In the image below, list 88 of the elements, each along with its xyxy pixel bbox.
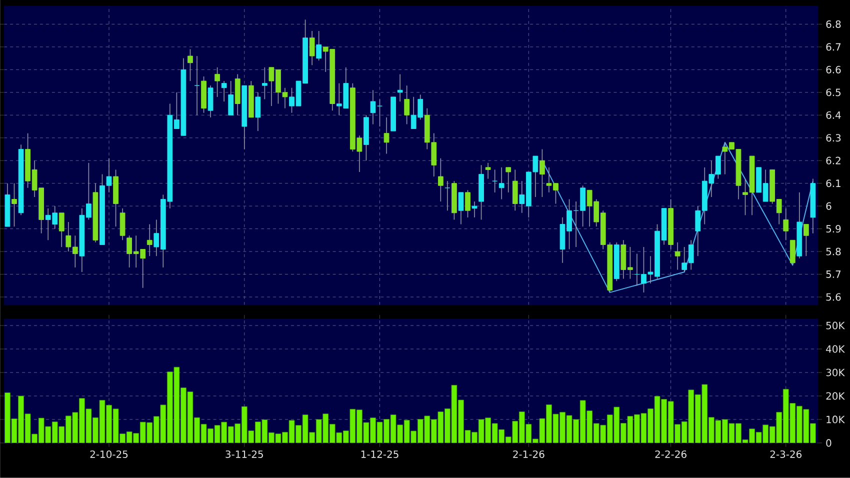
bar [708, 417, 714, 443]
bar [661, 399, 667, 443]
candlestick [370, 90, 376, 125]
bar [694, 394, 701, 443]
y-tick-label: 20K [826, 392, 845, 400]
candlestick [540, 148, 545, 198]
candlestick [492, 169, 498, 193]
candlestick [384, 117, 390, 154]
y-tick-label: 5.6 [826, 293, 841, 301]
candlestick [472, 201, 478, 218]
y-tick-label: 6.7 [826, 43, 841, 51]
bar [776, 412, 782, 443]
bar [674, 424, 680, 443]
bar [485, 418, 491, 443]
candlestick [316, 30, 322, 61]
bar [796, 406, 802, 443]
y-tick-label: 5.8 [826, 248, 841, 256]
candlestick [208, 85, 214, 118]
x-tick-label: 2-10-25 [90, 450, 128, 458]
candlestick [58, 212, 64, 248]
bar [586, 410, 592, 443]
x-tick-label: 1-12-25 [361, 450, 398, 458]
bar [79, 398, 85, 443]
candlestick [188, 48, 193, 82]
bar [444, 408, 450, 443]
candlestick [214, 67, 220, 98]
candlestick [228, 80, 234, 116]
bar [4, 392, 10, 443]
y-tick-label: 0 [826, 439, 832, 447]
bar [356, 410, 362, 443]
bar [18, 396, 24, 443]
y-tick-label: 6.1 [826, 180, 840, 188]
bar [153, 416, 160, 443]
bar [322, 414, 329, 443]
y-tick-label: 6 [826, 202, 832, 210]
candlestick [783, 208, 789, 241]
y-tick-label: 6.4 [826, 111, 841, 119]
candlestick [498, 167, 504, 200]
candlestick [404, 85, 410, 125]
candlestick [120, 208, 126, 241]
candlestick [255, 92, 261, 132]
y-tick-label: 10K [826, 416, 845, 424]
candlestick [397, 74, 403, 102]
bar [606, 414, 613, 443]
y-tick-label: 6.8 [826, 20, 841, 28]
candlestick [377, 98, 382, 127]
y-tick-label: 40K [826, 345, 845, 353]
candlestick [458, 192, 464, 225]
bar [519, 412, 525, 443]
bar [167, 372, 173, 443]
bar [370, 418, 376, 443]
candlestick [146, 224, 152, 257]
candlestick [674, 242, 680, 270]
candlestick [262, 67, 268, 100]
y-tick-label: 5.7 [826, 270, 841, 278]
x-tick-label: 2-3-26 [770, 450, 802, 458]
bar [255, 422, 261, 443]
candlestick [12, 182, 17, 227]
candlestick [512, 169, 518, 212]
candlestick [438, 158, 444, 202]
y-tick-label: 6.6 [826, 66, 841, 74]
bar [106, 404, 112, 443]
x-tick-label: 2-1-26 [513, 450, 544, 458]
candlestick [465, 190, 470, 218]
bar [648, 408, 654, 443]
y-tick-label: 5.9 [826, 225, 841, 233]
y-tick-label: 30K [826, 368, 845, 376]
bar [560, 412, 566, 443]
y-tick-label: 50K [826, 322, 845, 330]
bar [782, 388, 789, 443]
candlestick [506, 167, 512, 193]
y-tick-label: 6.5 [826, 88, 841, 96]
bar [180, 388, 186, 443]
bar [458, 400, 464, 443]
candlestick [790, 240, 796, 266]
candlestick [803, 224, 809, 257]
bar [241, 406, 248, 443]
candlestick [309, 30, 315, 66]
y-tick-label: 6.2 [826, 156, 840, 164]
candlestick [194, 56, 200, 116]
candlestick [485, 162, 491, 180]
x-tick-label: 2-2-26 [655, 450, 686, 458]
bar [546, 404, 552, 443]
y-tick-label: 6.3 [826, 134, 841, 142]
x-tick-label: 3-11-25 [226, 450, 263, 458]
candlestick [221, 80, 227, 102]
candlestick [444, 180, 450, 212]
bar [688, 390, 694, 443]
